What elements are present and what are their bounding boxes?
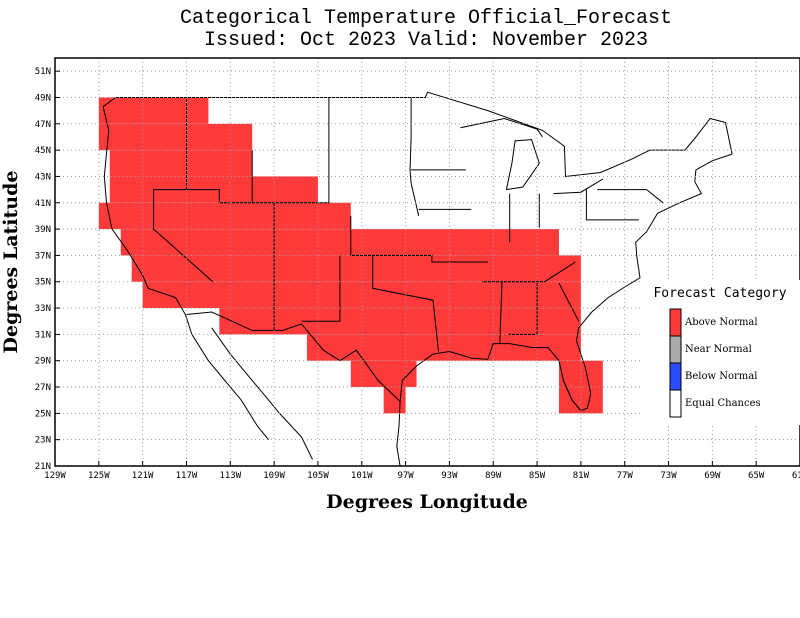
x-tick-label: 97W [397,471,414,481]
x-tick-label: 77W [617,471,634,481]
legend-label: Equal Chances [685,398,761,409]
x-tick-label: 81W [573,471,590,481]
boundary-line [460,117,543,138]
legend-swatch [669,308,682,337]
legend: Forecast Category Above Normal Near Norma… [640,280,800,425]
boundary-line [558,282,580,322]
x-tick-label: 101W [351,471,373,481]
boundary-line [553,178,604,195]
x-tick-label: 89W [485,471,502,481]
above-normal-cell [131,255,581,282]
boundary-line [252,97,330,204]
above-normal-cell [120,229,559,256]
map-frame [54,57,800,467]
boundary-line [115,91,733,178]
boundary-line [585,189,639,221]
y-tick-label: 51N [35,67,51,77]
above-normal-cell [383,387,406,414]
above-normal-cell [98,202,351,230]
x-tick-label: 117W [176,471,198,481]
boundary-line [499,281,503,344]
x-tick-label: 61W [792,471,800,481]
x-tick-label: 125W [88,471,110,481]
boundary-line [482,261,576,283]
y-tick-label: 35N [35,278,51,288]
boundary-line [409,97,420,217]
above-normal-cell [350,360,417,388]
legend-label: Near Normal [685,344,752,355]
y-axis-label: Degrees Latitude [0,171,22,354]
x-tick-label: 73W [660,471,677,481]
x-tick-label: 129W [44,471,66,481]
boundary-line [396,401,401,467]
boundary-line [372,255,439,352]
x-tick-label: 109W [263,471,285,481]
legend-title: Forecast Category [653,286,786,301]
legend-swatch [669,362,682,391]
y-tick-label: 25N [35,409,51,419]
x-tick-label: 69W [704,471,721,481]
above-normal-cell [558,387,603,414]
coast-florida [562,380,582,412]
y-tick-label: 39N [35,225,51,235]
us-outline [102,91,733,467]
y-tick-label: 31N [35,330,51,340]
legend-background [640,280,800,425]
y-tick-label: 37N [35,251,51,261]
y-tick-label: 33N [35,304,51,314]
boundary-line [211,327,313,460]
y-tick-label: 23N [35,436,51,446]
y-tick-label: 29N [35,357,51,367]
boundary-line [505,139,540,191]
x-tick-label: 65W [748,471,765,481]
legend-label: Above Normal [684,317,758,328]
boundary-line [185,311,401,402]
above-normal-cell [98,97,209,124]
y-tick-label: 47N [35,120,51,130]
y-tick-label: 27N [35,383,51,393]
legend-swatch [669,335,682,364]
y-tick-label: 21N [35,462,51,472]
x-tick-label: 105W [307,471,329,481]
above-normal-cell [558,360,603,388]
x-tick-label: 85W [529,471,546,481]
map-subtitle: Issued: Oct 2023 Valid: November 2023 [203,29,649,52]
map-title: Categorical Temperature Official_Forecas… [179,7,673,30]
boundary-line [301,255,341,322]
x-axis-label: Degrees Longitude [326,491,528,513]
legend-label: Below Normal [685,371,757,382]
boundary-line [399,153,733,412]
legend-swatch [669,389,682,418]
x-tick-label: 121W [132,471,154,481]
y-tick-label: 43N [35,172,51,182]
x-tick-label: 93W [441,471,458,481]
y-tick-label: 41N [35,199,51,209]
x-tick-label: 113W [219,471,241,481]
above-normal-cell [109,150,253,177]
above-normal-cell [98,123,253,151]
boundary-line [597,189,664,204]
y-tick-label: 49N [35,93,51,103]
y-tick-label: 45N [35,146,51,156]
